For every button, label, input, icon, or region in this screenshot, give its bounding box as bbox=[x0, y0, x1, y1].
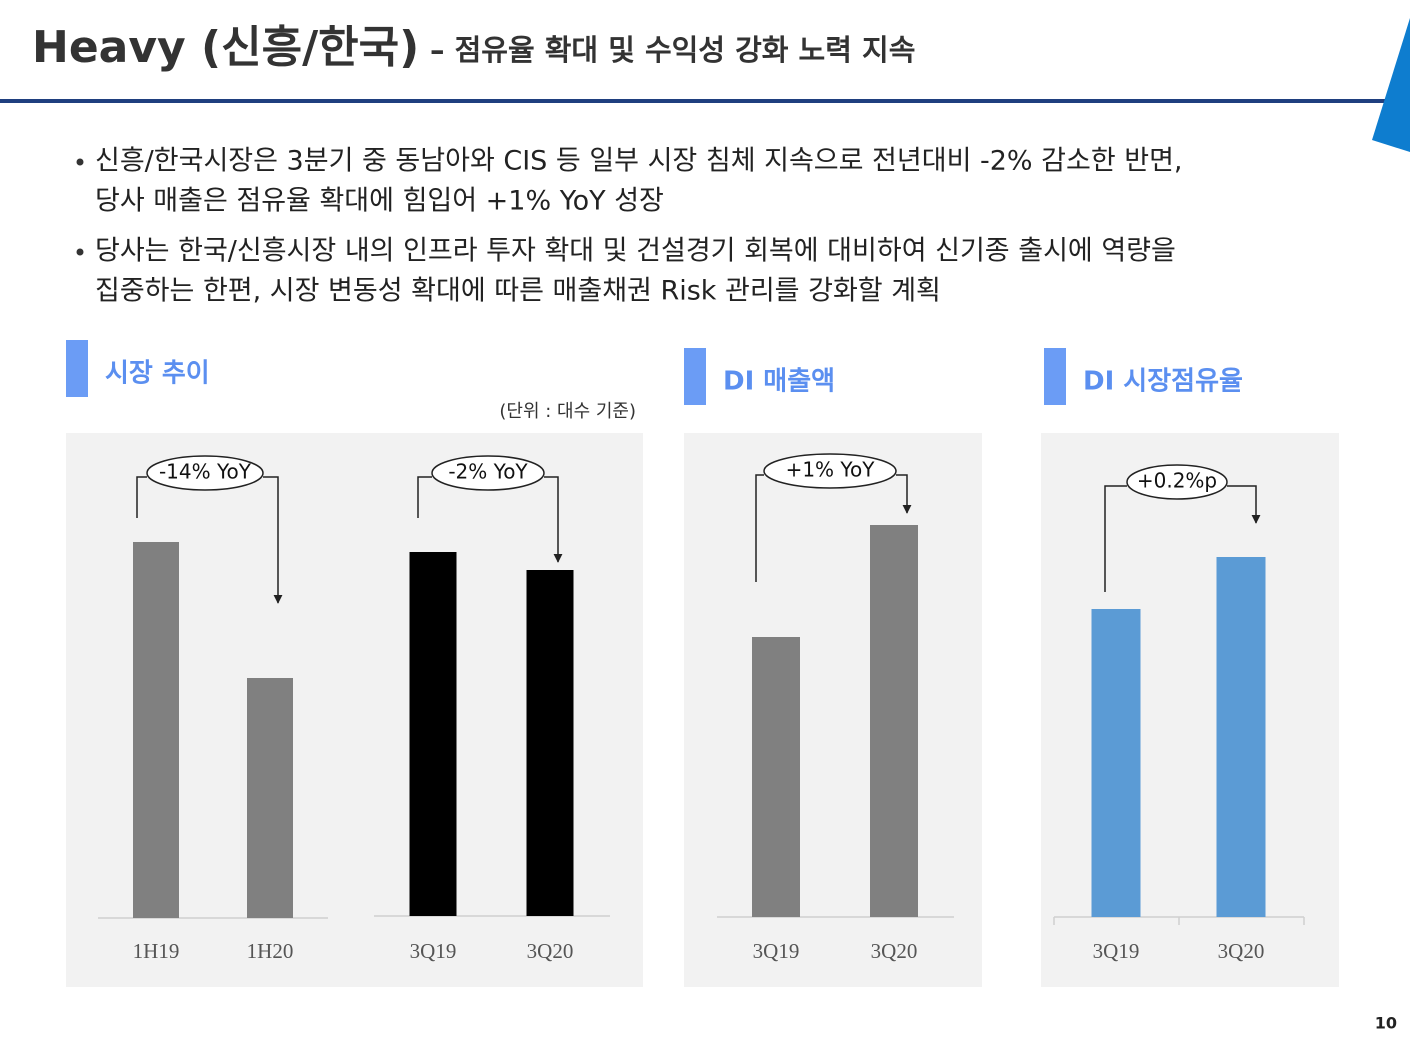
bracket-left bbox=[755, 474, 764, 582]
x-tick-label: 3Q20 bbox=[1218, 939, 1265, 963]
x-tick-label: 3Q20 bbox=[871, 939, 918, 963]
annotation: +1% YoY bbox=[786, 458, 876, 482]
section-marker bbox=[1044, 348, 1066, 405]
annotation: -14% YoY bbox=[159, 460, 252, 484]
section-marker bbox=[684, 348, 706, 405]
section-title: DI 매출액 bbox=[723, 367, 835, 397]
annotation-bubble bbox=[763, 453, 897, 489]
x-tick-label: 1H20 bbox=[247, 939, 294, 963]
annotation: -2% YoY bbox=[448, 460, 528, 484]
title-rule bbox=[0, 99, 1388, 103]
bar bbox=[526, 570, 574, 916]
bar bbox=[247, 678, 293, 918]
bracket-left bbox=[417, 476, 432, 518]
bracket-right bbox=[544, 476, 563, 563]
x-tick-label: 3Q19 bbox=[753, 939, 800, 963]
annotation: +0.2%p bbox=[1137, 469, 1217, 493]
chart-panel bbox=[1041, 433, 1339, 987]
x-tick-label: 3Q19 bbox=[1093, 939, 1140, 963]
unit-note: (단위 : 대수 기준) bbox=[499, 401, 636, 422]
annotation-bubble bbox=[1126, 464, 1228, 500]
slide-subtitle: – 점유율 확대 및 수익성 강화 노력 지속 bbox=[430, 33, 915, 67]
bar bbox=[133, 542, 179, 918]
section-marker bbox=[66, 340, 88, 397]
bar bbox=[870, 525, 918, 917]
annotation-bubble bbox=[431, 455, 545, 491]
bullet-dot bbox=[76, 248, 84, 256]
bracket-right bbox=[1227, 485, 1261, 524]
bar bbox=[1216, 557, 1266, 917]
section-title: 시장 추이 bbox=[105, 359, 210, 389]
bracket-right bbox=[263, 476, 283, 604]
bullet-list: 신흥/한국시장은 3분기 중 동남아와 CIS 등 일부 시장 침체 지속으로 … bbox=[76, 146, 1183, 307]
x-tick-label: 3Q20 bbox=[527, 939, 574, 963]
section-title: DI 시장점유율 bbox=[1083, 367, 1243, 397]
bullet-dot bbox=[76, 158, 84, 166]
bullet-text: 당사 매출은 점유율 확대에 힘입어 +1% YoY 성장 bbox=[95, 186, 664, 217]
bar bbox=[752, 637, 800, 917]
corner-accent bbox=[1372, 18, 1410, 152]
bullet-text: 신흥/한국시장은 3분기 중 동남아와 CIS 등 일부 시장 침체 지속으로 … bbox=[95, 146, 1183, 177]
x-tick-label: 1H19 bbox=[133, 939, 180, 963]
slide-title: Heavy (신흥/한국) bbox=[32, 22, 419, 73]
bullet-text: 당사는 한국/신흥시장 내의 인프라 투자 확대 및 건설경기 회복에 대비하여… bbox=[95, 236, 1176, 267]
charts: 1H19 1H20 시장 추이 (단위 : 대수 기준) -14% YoY 3Q19 3Q2… bbox=[66, 340, 1339, 987]
bar bbox=[1091, 609, 1141, 917]
page-number: 10 bbox=[1375, 1014, 1397, 1033]
bracket-left bbox=[136, 476, 147, 518]
bracket-left bbox=[1104, 485, 1127, 592]
x-tick-label: 3Q19 bbox=[410, 939, 457, 963]
bar bbox=[409, 552, 457, 916]
chart-panel bbox=[684, 433, 982, 987]
bullet-text: 집중하는 한편, 시장 변동성 확대에 따른 매출채권 Risk 관리를 강화할… bbox=[95, 276, 941, 307]
bracket-right bbox=[896, 474, 912, 514]
annotation-bubble bbox=[146, 455, 264, 491]
